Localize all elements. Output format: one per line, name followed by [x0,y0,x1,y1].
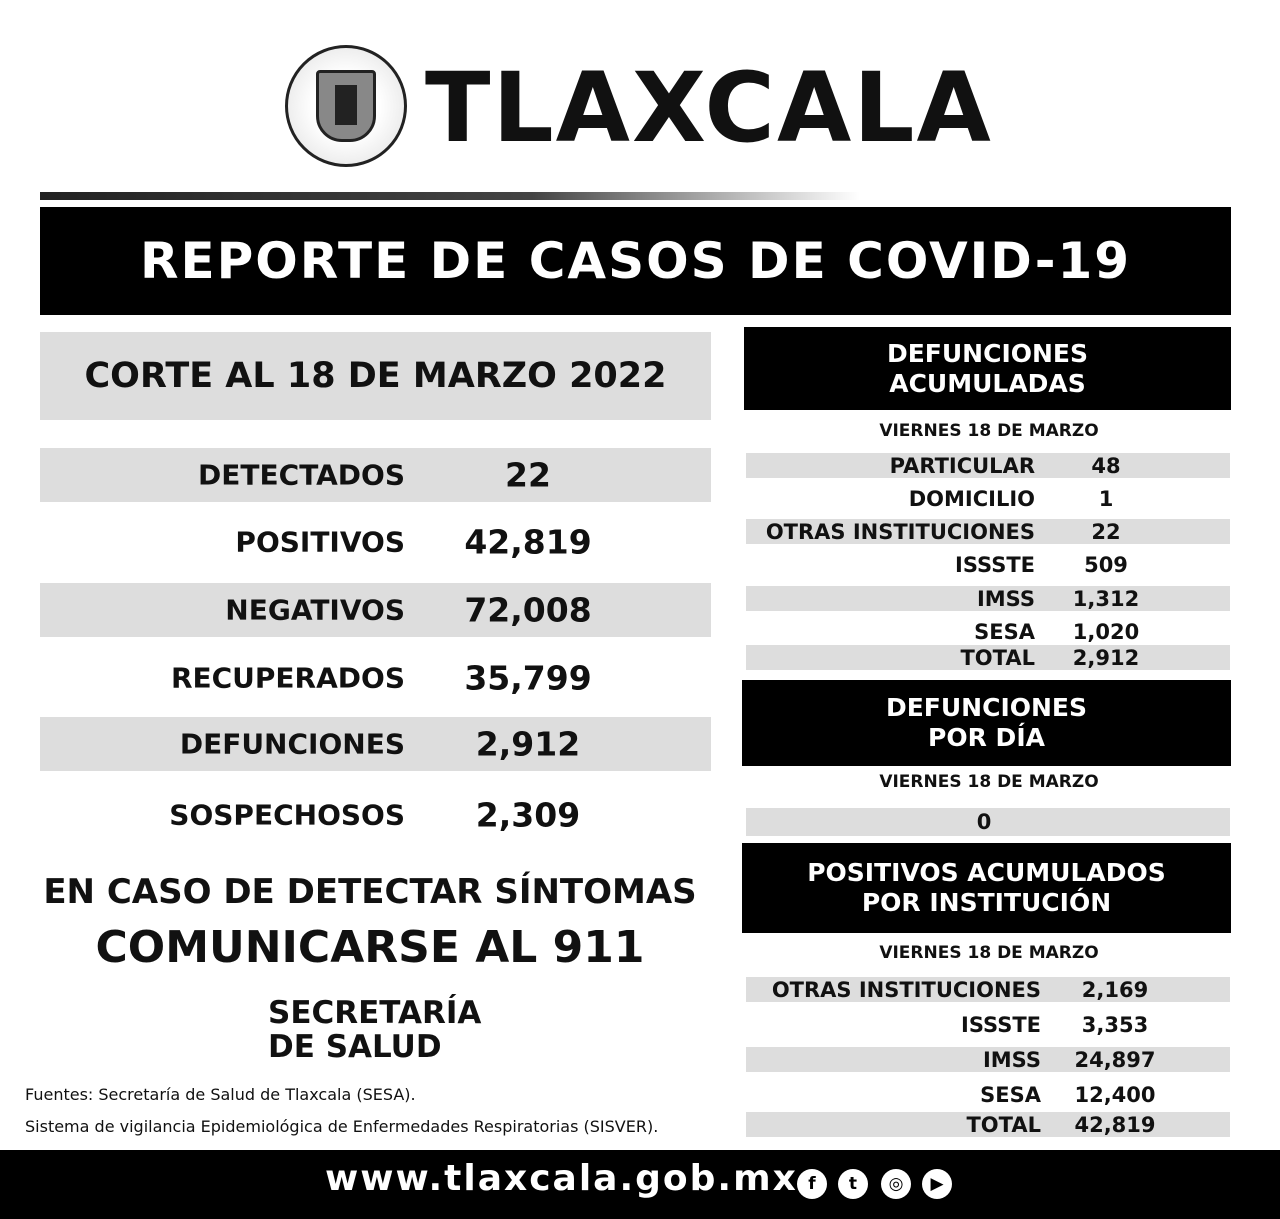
table-row: OTRAS INSTITUCIONES 22 [746,519,1230,544]
twitter-icon[interactable]: t [838,1169,868,1199]
source-1: Fuentes: Secretaría de Salud de Tlaxcala… [25,1085,416,1104]
row-label: ISSSTE [961,1012,1041,1037]
defunciones-dia-header: DEFUNCIONES POR DÍA [742,680,1231,766]
defunciones-acumuladas-header: DEFUNCIONES ACUMULADAS [744,327,1231,410]
header-line1: DEFUNCIONES [885,693,1088,722]
stat-label: POSITIVOS [235,525,405,559]
row-label: OTRAS INSTITUCIONES [771,977,1041,1002]
defunciones-dia-date: VIERNES 18 DE MARZO [879,772,1099,792]
value: 0 [976,810,992,834]
row-value: 42,819 [1074,1112,1156,1137]
notice-line1: EN CASO DE DETECTAR SÍNTOMAS [43,872,697,912]
row-label: IMSS [976,586,1035,611]
table-row: PARTICULAR 48 [746,453,1230,478]
state-title: TLAXCALA [425,52,993,164]
row-label: ISSSTE [955,552,1035,577]
row-label: IMSS [982,1047,1041,1072]
stat-value: 22 [505,455,551,495]
row-value: 509 [1084,552,1128,577]
row-value: 48 [1091,453,1121,478]
stat-row: NEGATIVOS 72,008 [40,583,711,637]
stat-value: 72,008 [464,590,592,630]
stat-value: 2,309 [475,795,581,835]
coat-of-arms-logo [285,45,407,167]
stat-value: 2,912 [475,724,581,764]
stat-label: DEFUNCIONES [179,727,405,761]
table-row: TOTAL 42,819 [746,1112,1230,1137]
row-label: TOTAL [960,645,1035,670]
table-row: SESA 1,020 [746,619,1230,644]
notice-line2: COMUNICARSE AL 911 [95,922,645,973]
row-label: SESA [980,1082,1041,1107]
stat-label: SOSPECHOSOS [169,798,405,832]
coat-of-arms-icon [316,70,376,142]
row-value: 12,400 [1074,1082,1156,1107]
stat-value: 42,819 [464,522,592,562]
stat-row: DETECTADOS 22 [40,448,711,502]
secretaria-label: SECRETARÍA DE SALUD [268,996,481,1064]
instagram-icon[interactable]: ◎ [881,1169,911,1199]
header-line2: POR INSTITUCIÓN [861,888,1112,917]
secretaria-line2: DE SALUD [268,1029,442,1065]
facebook-icon[interactable]: f [797,1169,827,1199]
header-line1: DEFUNCIONES [886,338,1089,368]
positivos-institucion-header: POSITIVOS ACUMULADOS POR INSTITUCIÓN [742,843,1231,933]
positivos-institucion-date: VIERNES 18 DE MARZO [879,943,1099,963]
header-line2: ACUMULADAS [889,368,1086,398]
row-label: OTRAS INSTITUCIONES [765,519,1035,544]
divider [40,192,860,200]
youtube-icon[interactable]: ▶ [922,1169,952,1199]
table-row: DOMICILIO 1 [746,486,1230,511]
stat-row: SOSPECHOSOS 2,309 [40,788,711,842]
row-label: SESA [974,619,1035,644]
website-link[interactable]: www.tlaxcala.gob.mx [325,1158,798,1199]
row-value: 22 [1091,519,1121,544]
table-row: IMSS 1,312 [746,586,1230,611]
defunciones-acumuladas-date: VIERNES 18 DE MARZO [879,421,1099,441]
secretaria-line1: SECRETARÍA [268,995,482,1031]
header-line2: POR DÍA [928,723,1045,752]
row-value: 1,312 [1072,586,1140,611]
stat-label: NEGATIVOS [225,593,405,627]
row-value: 2,912 [1072,645,1140,670]
stat-row: POSITIVOS 42,819 [40,515,711,569]
stat-value: 35,799 [464,658,592,698]
row-value: 1,020 [1072,619,1140,644]
table-row: TOTAL 2,912 [746,645,1230,670]
source-2: Sistema de vigilancia Epidemiológica de … [25,1117,659,1136]
stat-label: DETECTADOS [198,458,405,492]
table-row: ISSSTE 509 [746,552,1230,577]
row-value: 1 [1098,486,1114,511]
stat-row: DEFUNCIONES 2,912 [40,717,711,771]
stat-label: RECUPERADOS [170,661,405,695]
table-row: ISSSTE 3,353 [746,1012,1230,1037]
row-value: 3,353 [1081,1012,1149,1037]
footer-bar [0,1150,1280,1219]
table-row: OTRAS INSTITUCIONES 2,169 [746,977,1230,1002]
header-line1: POSITIVOS ACUMULADOS [807,858,1166,887]
defunciones-dia-row: 0 [746,808,1230,836]
cutoff-date: CORTE AL 18 DE MARZO 2022 [40,332,711,420]
row-label: TOTAL [966,1112,1041,1137]
row-value: 2,169 [1081,977,1149,1002]
row-label: DOMICILIO [908,486,1035,511]
report-banner: REPORTE DE CASOS DE COVID-19 [40,207,1231,315]
row-label: PARTICULAR [889,453,1035,478]
row-value: 24,897 [1074,1047,1156,1072]
table-row: IMSS 24,897 [746,1047,1230,1072]
stat-row: RECUPERADOS 35,799 [40,651,711,705]
table-row: SESA 12,400 [746,1082,1230,1107]
